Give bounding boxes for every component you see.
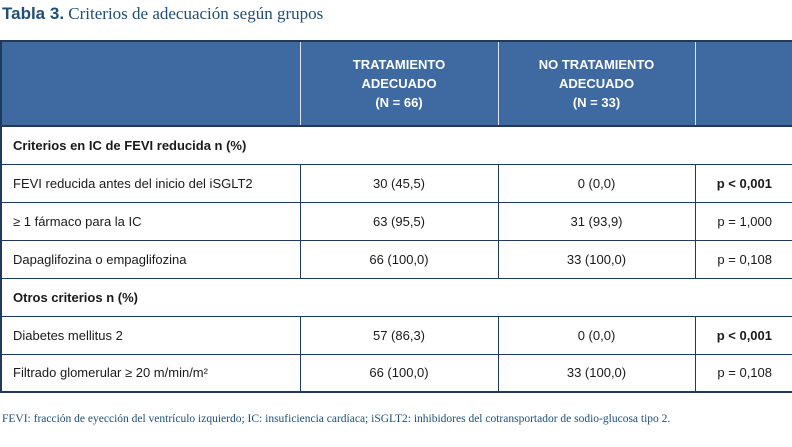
row-label: Diabetes mellitus 2 bbox=[0, 316, 301, 355]
table-header-row: TRATAMIENTO ADECUADO (N = 66) NO TRATAMI… bbox=[0, 40, 792, 127]
row-label: Filtrado glomerular ≥ 20 m/min/m² bbox=[0, 354, 301, 393]
header-tratamiento-line1: TRATAMIENTO bbox=[352, 57, 446, 72]
table-number: Tabla 3. bbox=[2, 4, 65, 23]
table-row: ≥ 1 fármaco para la IC 63 (95,5) 31 (93,… bbox=[0, 202, 792, 241]
header-no-tratamiento: NO TRATAMIENTO ADECUADO (N = 33) bbox=[498, 40, 696, 127]
row-p-value: p = 0,108 bbox=[695, 354, 792, 393]
header-tratamiento-line2: ADECUADO bbox=[361, 76, 437, 91]
row-no-tratamiento-value: 0 (0,0) bbox=[498, 316, 696, 355]
section-title: Otros criterios n (%) bbox=[0, 278, 792, 317]
row-no-tratamiento-value: 33 (100,0) bbox=[498, 354, 696, 393]
header-tratamiento-n: (N = 66) bbox=[375, 95, 423, 110]
table-row: Diabetes mellitus 2 57 (86,3) 0 (0,0) p … bbox=[0, 316, 792, 355]
table-caption: Criterios de adecuación según grupos bbox=[68, 4, 324, 23]
criteria-table: TRATAMIENTO ADECUADO (N = 66) NO TRATAMI… bbox=[0, 40, 792, 393]
row-no-tratamiento-value: 0 (0,0) bbox=[498, 164, 696, 203]
row-p-value: p = 1,000 bbox=[695, 202, 792, 241]
header-no-tratamiento-line2: ADECUADO bbox=[558, 76, 635, 91]
header-tratamiento: TRATAMIENTO ADECUADO (N = 66) bbox=[300, 40, 499, 127]
row-tratamiento-value: 30 (45,5) bbox=[300, 164, 499, 203]
row-label: FEVI reducida antes del inicio del iSGLT… bbox=[0, 164, 301, 203]
table-row: FEVI reducida antes del inicio del iSGLT… bbox=[0, 164, 792, 203]
row-label: Dapaglifozina o empaglifozina bbox=[0, 240, 301, 279]
header-p-cell bbox=[695, 40, 792, 127]
row-p-value: p = 0,108 bbox=[695, 240, 792, 279]
row-no-tratamiento-value: 31 (93,9) bbox=[498, 202, 696, 241]
header-no-tratamiento-line1: NO TRATAMIENTO bbox=[538, 57, 655, 72]
row-p-value: p < 0,001 bbox=[695, 316, 792, 355]
table-title: Tabla 3. Criterios de adecuación según g… bbox=[2, 4, 323, 26]
row-tratamiento-value: 66 (100,0) bbox=[300, 354, 499, 393]
header-no-tratamiento-n: (N = 33) bbox=[572, 95, 621, 110]
row-tratamiento-value: 66 (100,0) bbox=[300, 240, 499, 279]
header-empty-cell bbox=[0, 40, 301, 127]
row-label: ≥ 1 fármaco para la IC bbox=[0, 202, 301, 241]
table-row: Dapaglifozina o empaglifozina 66 (100,0)… bbox=[0, 240, 792, 279]
section-row-otros: Otros criterios n (%) bbox=[0, 278, 792, 317]
table-row: Filtrado glomerular ≥ 20 m/min/m² 66 (10… bbox=[0, 354, 792, 393]
row-p-value: p < 0,001 bbox=[695, 164, 792, 203]
row-no-tratamiento-value: 33 (100,0) bbox=[498, 240, 696, 279]
section-row-fevi: Criterios en IC de FEVI reducida n (%) bbox=[0, 126, 792, 165]
row-tratamiento-value: 63 (95,5) bbox=[300, 202, 499, 241]
table-footnote: FEVI: fracción de eyección del ventrícul… bbox=[2, 413, 671, 425]
section-title: Criterios en IC de FEVI reducida n (%) bbox=[0, 126, 792, 165]
row-tratamiento-value: 57 (86,3) bbox=[300, 316, 499, 355]
